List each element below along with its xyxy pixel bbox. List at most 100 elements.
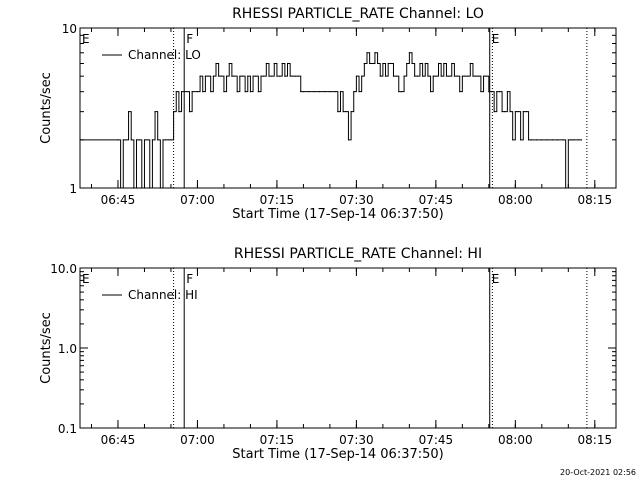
data-point <box>395 75 397 77</box>
data-point <box>255 75 257 77</box>
data-point <box>138 139 140 141</box>
data-point <box>517 111 519 113</box>
data-point <box>257 91 259 93</box>
event-marker-label: E <box>82 32 90 46</box>
data-point <box>334 91 336 93</box>
data-point <box>167 139 169 141</box>
data-point <box>562 139 564 141</box>
data-point <box>252 75 254 77</box>
x-tick-label: 07:30 <box>339 193 374 207</box>
data-point <box>318 91 320 93</box>
data-point <box>278 75 281 77</box>
data-point <box>215 62 217 65</box>
legend-entry: Channel: HI <box>128 288 198 302</box>
data-point <box>512 139 514 141</box>
data-point <box>228 62 230 65</box>
data-point <box>265 62 267 65</box>
y-axis-label: Counts/sec <box>39 312 54 384</box>
data-point <box>159 187 161 189</box>
data-point <box>551 139 554 141</box>
data-point <box>525 111 527 113</box>
data-point <box>461 75 463 77</box>
data-point <box>530 139 532 141</box>
data-point <box>347 139 350 141</box>
data-point <box>403 75 405 77</box>
data-point <box>236 91 238 93</box>
chart-title: RHESSI PARTICLE_RATE Channel: HI <box>234 246 482 262</box>
data-point <box>133 187 135 189</box>
y-tick-label: 10.0 <box>50 262 77 276</box>
data-point <box>504 111 506 113</box>
data-point <box>233 75 236 77</box>
data-point <box>297 75 299 77</box>
data-point <box>573 139 575 141</box>
data-point <box>565 187 567 189</box>
x-tick-label: 07:30 <box>339 433 374 447</box>
data-point <box>522 111 524 113</box>
data-point <box>535 139 538 141</box>
generation-timestamp: 20-Oct-2021 02:56 <box>560 468 636 477</box>
data-point <box>429 91 432 93</box>
data-point <box>143 139 146 141</box>
data-point <box>162 139 164 141</box>
x-tick-label: 08:15 <box>578 433 613 447</box>
y-tick-label: 0.1 <box>58 422 77 436</box>
data-point <box>196 91 199 93</box>
y-tick-label: 1 <box>69 182 77 196</box>
data-point <box>249 91 252 93</box>
y-tick-label: 10 <box>62 22 77 36</box>
chart-panel-2: RHESSI PARTICLE_RATE Channel: HI 06:45 07:… <box>39 246 617 462</box>
data-point <box>337 111 339 113</box>
data-point <box>361 75 363 77</box>
data-point <box>268 75 270 77</box>
x-tick-label: 08:00 <box>498 433 533 447</box>
data-point <box>286 62 289 65</box>
data-point <box>445 75 448 77</box>
data-point <box>414 75 416 77</box>
data-point <box>578 139 580 141</box>
data-point <box>273 62 275 65</box>
data-point <box>392 75 395 77</box>
data-point <box>432 75 434 77</box>
data-point <box>289 75 291 77</box>
data-point <box>451 62 453 65</box>
data-point <box>120 187 122 189</box>
data-point <box>178 111 180 113</box>
data-point <box>501 111 503 113</box>
data-point <box>366 52 368 54</box>
data-point <box>186 91 188 93</box>
data-point <box>490 91 493 93</box>
y-tick-label: 1.0 <box>58 342 77 356</box>
plot-frame <box>79 27 617 189</box>
x-tick-label: 08:00 <box>498 193 533 207</box>
data-point <box>300 91 302 93</box>
data-point <box>180 91 183 93</box>
data-point <box>419 62 421 65</box>
data-point <box>506 91 508 93</box>
data-point <box>467 75 469 77</box>
data-point <box>199 75 201 77</box>
data-point <box>353 91 355 93</box>
data-point <box>469 62 471 65</box>
data-point <box>472 75 474 77</box>
event-marker-label: F <box>186 272 193 286</box>
data-point <box>127 111 130 113</box>
legend-entry: Channel: LO <box>128 48 201 62</box>
data-point <box>477 75 479 77</box>
data-point <box>464 75 466 77</box>
data-point <box>135 139 138 141</box>
event-marker-label: E <box>82 272 90 286</box>
data-point <box>313 91 315 93</box>
data-point <box>323 91 326 93</box>
data-point <box>244 91 246 93</box>
data-point <box>345 111 347 113</box>
x-axis-label: Start Time (17-Sep-14 06:37:50) <box>232 447 443 462</box>
data-point <box>342 111 344 113</box>
data-point <box>212 75 214 77</box>
event-marker-label: E <box>492 272 500 286</box>
data-point <box>170 139 172 141</box>
data-point <box>437 62 440 65</box>
x-tick-label: 06:45 <box>101 193 136 207</box>
x-tick-label: 07:00 <box>180 433 215 447</box>
